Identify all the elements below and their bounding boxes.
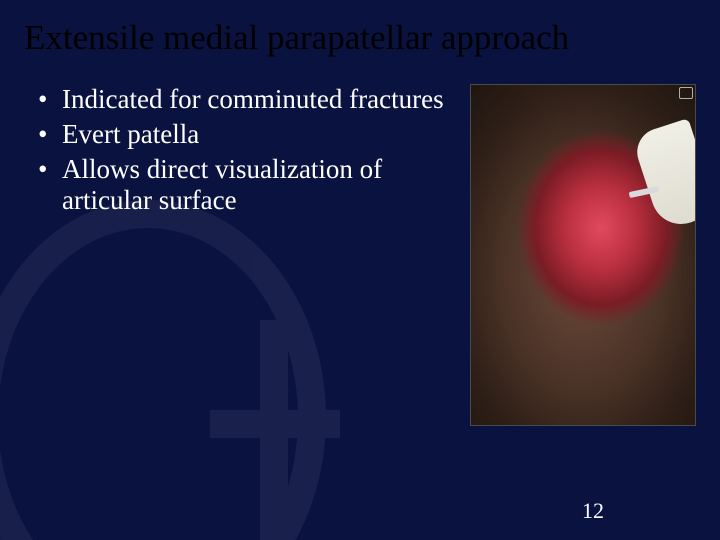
slide: Extensile medial parapatellar approach I… (0, 0, 720, 540)
bullet-item: Evert patella (38, 119, 462, 150)
bullet-item: Indicated for comminuted fractures (38, 84, 462, 115)
photo-corner-icon (679, 87, 693, 99)
slide-title: Extensile medial parapatellar approach (24, 18, 696, 58)
bullet-item: Allows direct visualization of articular… (38, 154, 462, 216)
page-number: 12 (582, 498, 604, 524)
content-row: Indicated for comminuted fractures Evert… (24, 84, 696, 426)
surgical-photo (470, 84, 696, 426)
bullet-list: Indicated for comminuted fractures Evert… (24, 84, 462, 220)
